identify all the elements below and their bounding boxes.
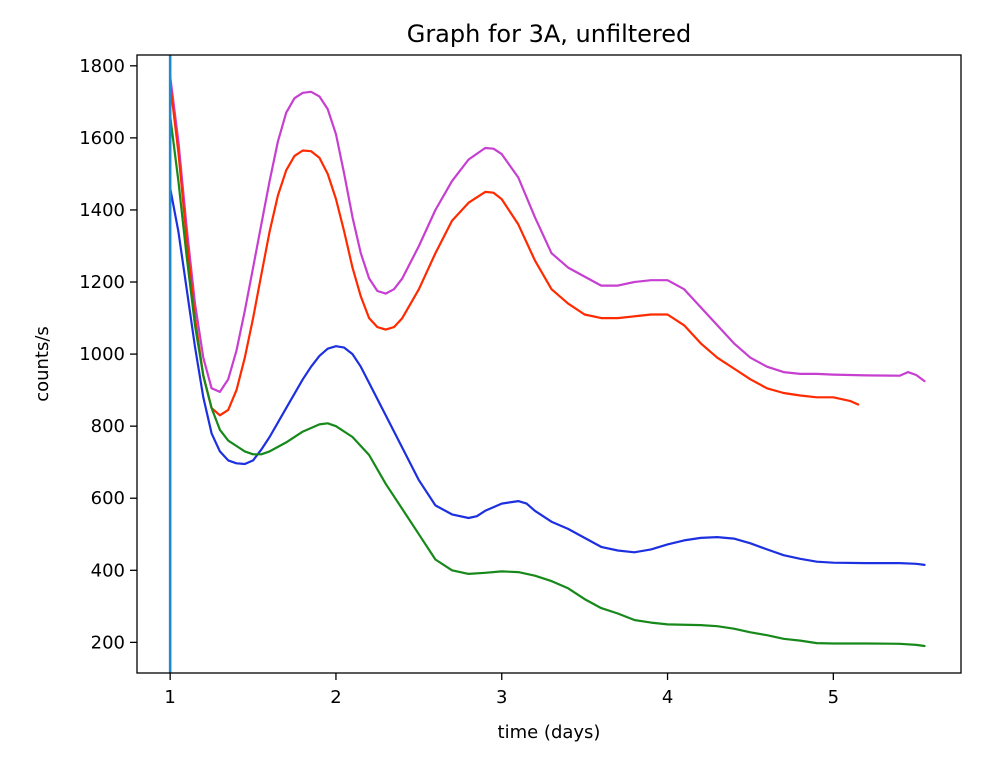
y-tick-label: 1400 xyxy=(79,200,125,221)
y-tick-label: 1200 xyxy=(79,272,125,293)
x-axis-label: time (days) xyxy=(498,722,601,743)
series-line-2 xyxy=(169,82,860,417)
y-tick-label: 1800 xyxy=(79,56,125,77)
x-tick-label: 4 xyxy=(662,687,673,708)
series-layer xyxy=(169,75,926,648)
y-axis: 200 400 600 800 1000 1200 1400 1600 1800 xyxy=(79,56,137,653)
chart-title: Graph for 3A, unfiltered xyxy=(407,20,692,48)
y-axis-label: counts/s xyxy=(32,326,53,402)
series-line-4 xyxy=(169,115,926,648)
y-tick-label: 1000 xyxy=(79,344,125,365)
x-tick-label: 1 xyxy=(164,687,175,708)
x-tick-label: 3 xyxy=(496,687,507,708)
y-tick-label: 200 xyxy=(91,632,125,653)
y-tick-label: 400 xyxy=(91,560,125,581)
y-tick-label: 1600 xyxy=(79,128,125,149)
plot-frame xyxy=(136,54,962,674)
x-tick-label: 2 xyxy=(330,687,341,708)
x-axis: 1 2 3 4 5 xyxy=(164,673,839,708)
series-line-1 xyxy=(169,75,926,393)
y-tick-label: 600 xyxy=(91,488,125,509)
series-line-3 xyxy=(169,187,926,566)
plot-area xyxy=(136,54,962,674)
y-tick-label: 800 xyxy=(91,416,125,437)
x-tick-label: 5 xyxy=(828,687,839,708)
